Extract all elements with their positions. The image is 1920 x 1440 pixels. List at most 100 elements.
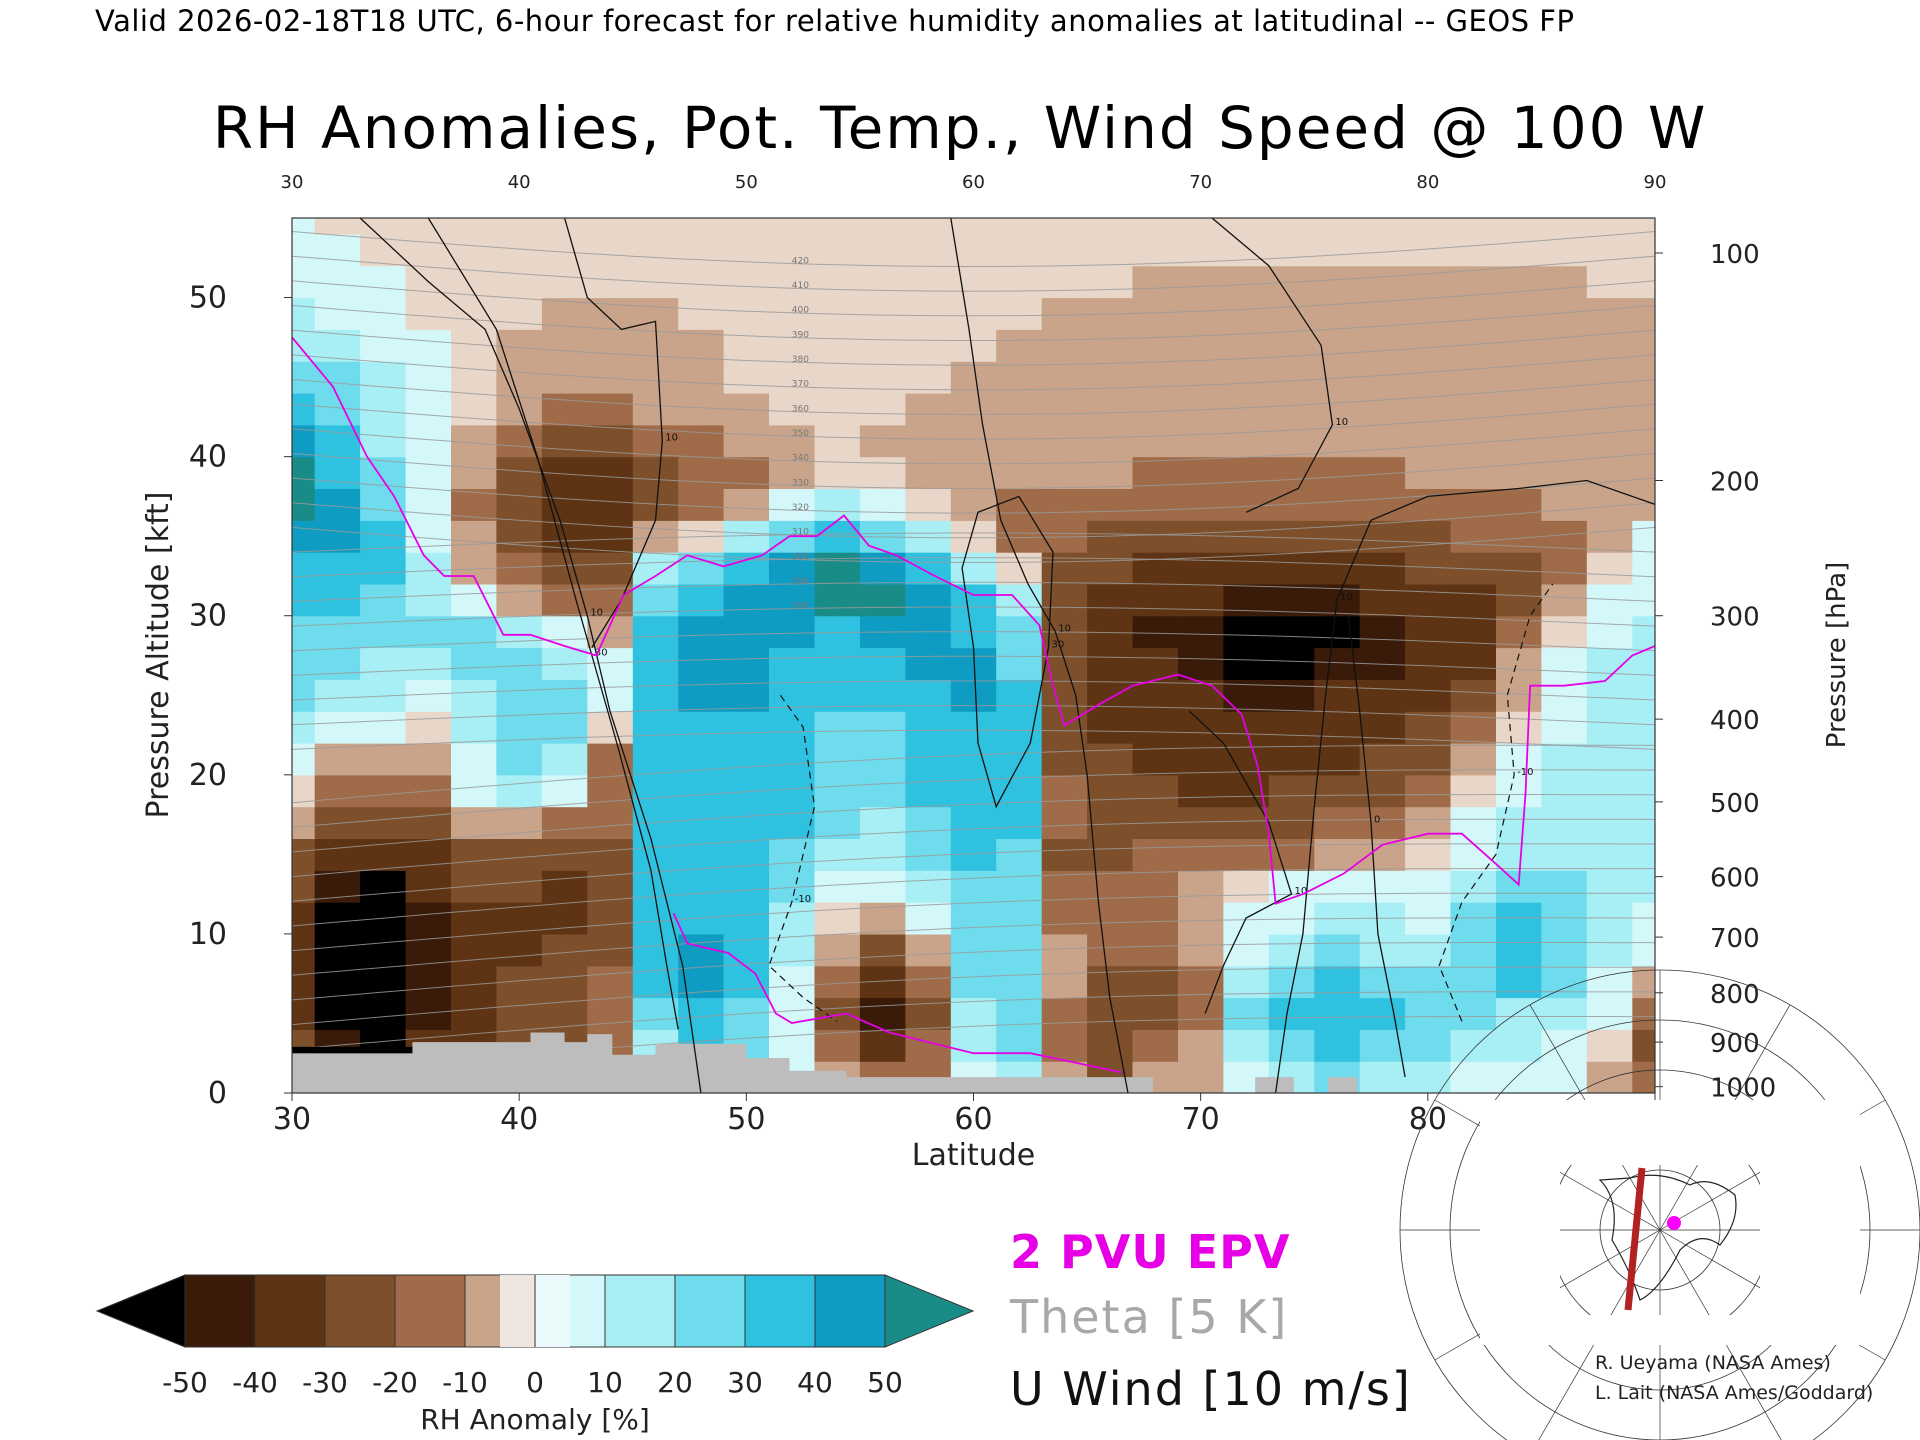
uwind-label: 30 (1051, 640, 1064, 651)
rh-cell (541, 424, 588, 458)
rh-cell (360, 393, 407, 426)
rh-cell (1632, 774, 1655, 808)
theta-line (292, 769, 1655, 828)
rh-cell (1541, 615, 1588, 649)
rh-cell (1496, 393, 1542, 426)
rh-cell (996, 743, 1043, 776)
rh-cell (1087, 218, 1134, 235)
rh-cell (1041, 488, 1088, 521)
rh-cell (1632, 838, 1655, 871)
rh-cell (587, 297, 634, 330)
rh-cell (1132, 615, 1179, 649)
rh-cell (1041, 424, 1088, 458)
rh-cell (1223, 615, 1270, 649)
rh-cell (1405, 488, 1452, 521)
rh-cell (1541, 711, 1588, 744)
rh-cell (1087, 615, 1134, 649)
rh-cell (496, 297, 543, 330)
epv-line (292, 336, 1655, 905)
rh-cell (1496, 965, 1542, 999)
uwind-label: 10 (1340, 592, 1353, 603)
rh-cell (769, 711, 815, 744)
rh-cell (1041, 647, 1088, 680)
rh-cell (587, 488, 634, 521)
rh-cell (1586, 361, 1633, 394)
theta-line (292, 354, 1655, 391)
rh-cell (292, 583, 316, 617)
rh-cell (1132, 456, 1179, 489)
rh-cell (1223, 647, 1270, 680)
rh-cell (859, 838, 906, 871)
theta-line (292, 794, 1655, 853)
rh-cell (632, 583, 679, 617)
rh-cell (451, 902, 497, 935)
rh-cell (1541, 997, 1588, 1030)
rh-cell (905, 743, 952, 776)
rh-cell (814, 997, 861, 1030)
rh-cell (1586, 1061, 1633, 1093)
rh-cell (1268, 361, 1315, 394)
rh-cell (1405, 615, 1452, 649)
rh-cell (769, 488, 815, 521)
rh-cell (451, 647, 497, 680)
inset-section-line (1624, 1167, 1646, 1311)
rh-cell (1314, 997, 1361, 1030)
rh-cell (1223, 997, 1270, 1030)
rh-cell (1268, 997, 1315, 1030)
polar-map-icon (1399, 969, 1920, 1440)
theta-label: 330 (792, 478, 809, 488)
rh-cell (1496, 297, 1542, 330)
theta-line (292, 991, 1655, 1050)
rh-cell (405, 997, 452, 1030)
rh-cell (1132, 329, 1179, 362)
rh-cell (905, 552, 952, 585)
rh-cell (859, 424, 906, 458)
rh-cell (1178, 218, 1224, 235)
rh-cell (996, 218, 1043, 235)
colorbar-tick-label: 0 (526, 1366, 544, 1399)
rh-cell (1496, 1029, 1542, 1062)
rh-cell (451, 233, 497, 267)
rh-cell (1405, 1061, 1452, 1093)
rh-cell (950, 424, 997, 458)
rh-cell (1496, 774, 1542, 808)
rh-cell (1041, 583, 1088, 617)
rh-cell (859, 870, 906, 903)
rh-cell (996, 679, 1043, 712)
theta-label: 350 (792, 429, 809, 439)
rh-cell (405, 552, 452, 585)
rh-cell (1405, 647, 1452, 680)
rh-cell (723, 615, 770, 649)
uwind-label: 10 (1335, 417, 1348, 428)
rh-cell (632, 838, 679, 871)
rh-cell (814, 233, 861, 267)
rh-cell (1178, 933, 1224, 967)
rh-cell (632, 552, 679, 585)
rh-cell (950, 997, 997, 1030)
rh-cell (859, 329, 906, 362)
inset-mask-top (1480, 1100, 1860, 1165)
rh-cell (678, 393, 725, 426)
rh-cell (1450, 965, 1497, 999)
rh-cell (1087, 743, 1134, 776)
rh-cell (451, 520, 497, 553)
rh-cell (314, 902, 361, 935)
theta-line (292, 843, 1655, 902)
rh-cell (1450, 233, 1497, 267)
rh-cell (1268, 774, 1315, 808)
rh-cell (1223, 424, 1270, 458)
rh-cell (1178, 711, 1224, 744)
rh-cell (1359, 297, 1406, 330)
rh-cell (1314, 552, 1361, 585)
rh-cell (1268, 1029, 1315, 1062)
rh-cell (1132, 488, 1179, 521)
colorbar-tick-label: 50 (867, 1366, 903, 1399)
rh-cell (723, 488, 770, 521)
rh-cell (541, 933, 588, 967)
rh-cell (905, 711, 952, 744)
rh-cell (1405, 711, 1452, 744)
rh-cell (905, 265, 952, 299)
rh-cell (1223, 265, 1270, 299)
y-right-tick-label: 400 (1710, 706, 1760, 736)
rh-cell (1632, 965, 1655, 999)
